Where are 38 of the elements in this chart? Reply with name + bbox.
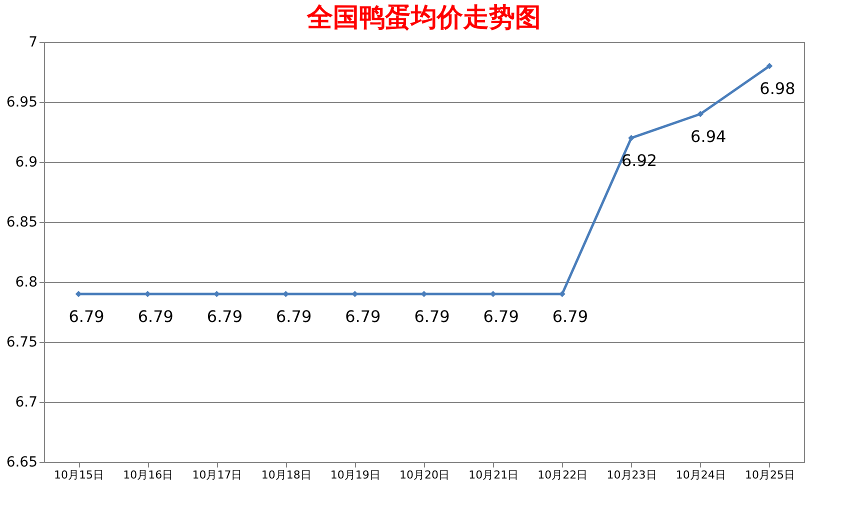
- point: [628, 134, 634, 142]
- y-tick-label: 6.7: [15, 394, 38, 410]
- data-label: 6.98: [760, 79, 796, 98]
- x-tick-label: 10月22日: [538, 468, 588, 482]
- data-label: 6.92: [621, 151, 658, 170]
- data-label: 6.79: [276, 307, 312, 326]
- x-tick-label: 10月15日: [54, 468, 104, 482]
- point: [214, 290, 220, 298]
- x-tick-label: 10月23日: [606, 468, 657, 482]
- x-tick-label: 10月19日: [330, 468, 380, 482]
- y-tick-label: 6.85: [6, 214, 38, 230]
- data-label: 6.79: [414, 307, 450, 326]
- y-tick-label: 6.8: [15, 274, 38, 290]
- data-label: 6.79: [68, 307, 104, 326]
- x-tick-label: 10月17日: [192, 468, 242, 482]
- x-tick-label: 10月18日: [261, 468, 312, 482]
- y-tick-label: 7: [28, 34, 38, 50]
- data-label: 6.94: [690, 127, 726, 146]
- data-label: 6.79: [345, 307, 381, 326]
- x-tick-label: 10月16日: [123, 468, 174, 482]
- data-label: 6.79: [552, 307, 588, 326]
- chart-title: 全国鸭蛋均价走势图: [306, 3, 541, 33]
- x-tick-label: 10月21日: [468, 468, 519, 482]
- point: [282, 290, 289, 298]
- x-tick-label: 10月25日: [744, 468, 795, 482]
- data-label: 6.79: [206, 307, 243, 326]
- x-tick-label: 10月20日: [400, 468, 450, 482]
- data-label: 6.79: [483, 307, 519, 326]
- point: [697, 110, 704, 118]
- data-label: 6.79: [138, 307, 174, 326]
- y-tick-label: 6.95: [6, 94, 38, 110]
- y-tick-label: 6.9: [15, 154, 38, 170]
- point: [75, 290, 82, 298]
- y-tick-label: 6.65: [6, 454, 38, 470]
- y-tick-label: 6.75: [6, 334, 38, 350]
- point: [766, 62, 773, 70]
- x-tick-label: 10月24日: [676, 468, 726, 482]
- point: [559, 290, 566, 298]
